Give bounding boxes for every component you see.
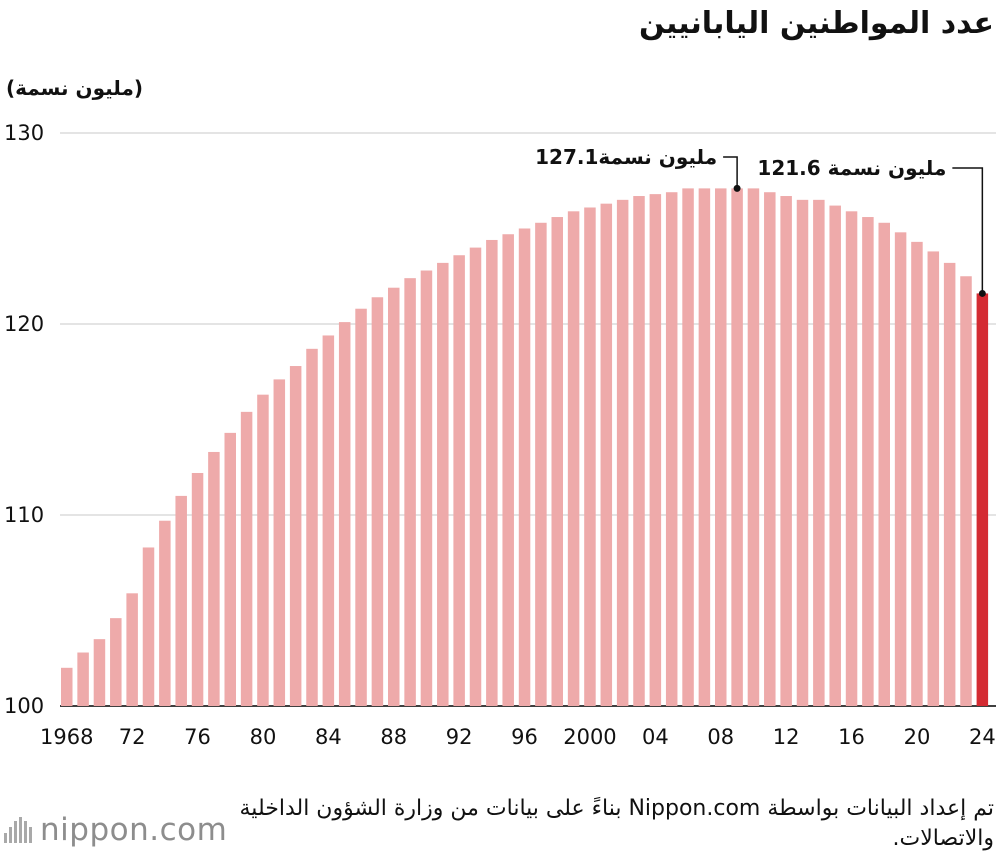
bar — [715, 188, 727, 706]
bar — [780, 196, 792, 706]
bar — [306, 348, 318, 706]
bar — [649, 194, 662, 706]
bar — [338, 322, 351, 706]
annotation-label: 121.6 مليون نسمة — [757, 156, 946, 180]
y-tick-label: 130 — [4, 121, 44, 145]
x-tick-label: 20 — [904, 725, 931, 749]
bar — [93, 639, 106, 706]
bar — [567, 211, 580, 706]
x-tick-label: 2000 — [563, 725, 616, 749]
bar — [943, 262, 956, 706]
x-tick-label: 88 — [380, 725, 407, 749]
bar-highlight — [976, 293, 989, 706]
x-tick-label: 08 — [707, 725, 734, 749]
x-tick-label: 76 — [184, 725, 211, 749]
annotation-marker — [978, 289, 986, 297]
chart-title: عدد المواطنين اليابانيين — [639, 6, 994, 41]
annotation-label: 127.1مليون نسمة — [535, 145, 717, 169]
nippon-logo[interactable]: nippon.com — [4, 812, 227, 848]
x-tick-label: 72 — [119, 725, 146, 749]
bar — [502, 234, 514, 707]
bar — [208, 451, 220, 706]
annotation-leader-line — [952, 167, 984, 294]
bar — [437, 262, 449, 706]
bar — [142, 547, 155, 706]
x-tick-label: 12 — [773, 725, 800, 749]
bar — [927, 251, 940, 707]
bar — [813, 199, 825, 706]
x-tick-label: 84 — [315, 725, 342, 749]
bar — [911, 241, 923, 706]
bar — [486, 239, 498, 706]
bar — [453, 255, 465, 707]
x-tick-label: 80 — [250, 725, 277, 749]
bar — [845, 211, 858, 706]
bar — [960, 276, 972, 706]
bar — [289, 366, 302, 706]
bar — [616, 199, 629, 706]
bar — [633, 196, 645, 706]
x-tick-label: 24 — [969, 725, 996, 749]
logo-text: nippon.com — [40, 812, 227, 848]
bar — [355, 308, 367, 706]
bar — [878, 222, 890, 706]
bar — [77, 652, 89, 706]
source-note: تم إعداد البيانات بواسطة Nippon.com بناء… — [239, 796, 994, 851]
x-tick-label: 04 — [642, 725, 669, 749]
logo-name: nippon — [40, 812, 150, 848]
annotation-leader-line — [723, 156, 738, 188]
x-tick-label: 92 — [446, 725, 473, 749]
bar — [110, 618, 122, 706]
bar — [551, 217, 563, 707]
y-tick-label: 120 — [4, 312, 44, 336]
bar — [796, 199, 809, 706]
bar — [175, 495, 187, 706]
bar — [126, 593, 138, 706]
y-axis-unit-label: (مليون نسمة) — [6, 76, 143, 100]
bar — [698, 188, 711, 706]
bar — [665, 192, 678, 706]
bar — [747, 188, 760, 706]
bar — [371, 297, 384, 706]
bar — [388, 287, 400, 706]
bar — [731, 188, 743, 706]
bar — [257, 394, 269, 706]
bar — [322, 335, 335, 706]
bar — [191, 472, 204, 706]
logo-mark-icon — [4, 817, 32, 843]
bar — [469, 247, 482, 706]
y-tick-label: 100 — [4, 694, 44, 718]
bar — [518, 228, 531, 706]
bar — [829, 205, 841, 706]
x-tick-label: 96 — [511, 725, 538, 749]
bar — [584, 207, 596, 707]
x-tick-label: 1968 — [40, 725, 93, 749]
bar — [273, 379, 286, 706]
bar — [764, 192, 776, 706]
bar — [420, 270, 433, 706]
bar — [159, 520, 171, 706]
bar — [894, 232, 907, 706]
bar — [600, 203, 613, 707]
bar — [240, 411, 253, 706]
bar-chart: 100 110 120 130 1968 72 76 80 84 88 92 96 2000 04 08 1… — [4, 121, 996, 749]
bar — [404, 278, 416, 706]
x-tick-label: 16 — [838, 725, 865, 749]
bar — [682, 188, 694, 706]
bar — [535, 222, 547, 706]
annotation-marker — [733, 184, 741, 192]
bar — [224, 432, 236, 706]
y-tick-label: 110 — [4, 503, 44, 527]
logo-suffix: .com — [149, 812, 228, 848]
bar — [61, 667, 73, 706]
bar — [862, 217, 874, 707]
